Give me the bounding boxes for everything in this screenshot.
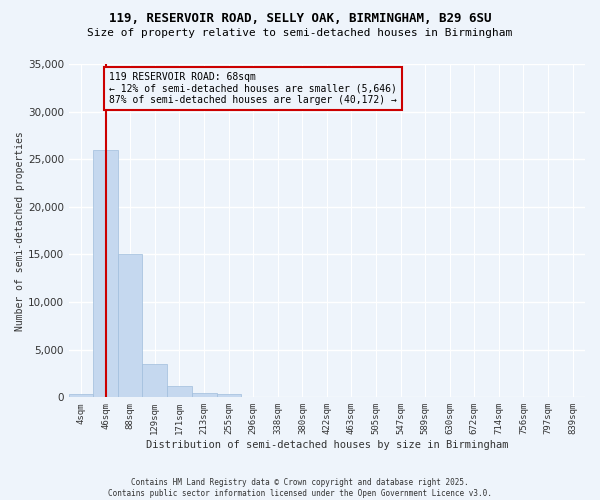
Bar	[167, 386, 192, 398]
Y-axis label: Number of semi-detached properties: Number of semi-detached properties	[15, 131, 25, 330]
Bar	[192, 392, 217, 398]
Text: Contains HM Land Registry data © Crown copyright and database right 2025.
Contai: Contains HM Land Registry data © Crown c…	[108, 478, 492, 498]
Bar	[118, 254, 142, 398]
Text: 119, RESERVOIR ROAD, SELLY OAK, BIRMINGHAM, B29 6SU: 119, RESERVOIR ROAD, SELLY OAK, BIRMINGH…	[109, 12, 491, 26]
Bar	[217, 394, 241, 398]
Bar	[142, 364, 167, 398]
Bar	[241, 396, 265, 398]
Bar	[94, 150, 118, 398]
X-axis label: Distribution of semi-detached houses by size in Birmingham: Distribution of semi-detached houses by …	[146, 440, 508, 450]
Bar	[69, 394, 94, 398]
Text: Size of property relative to semi-detached houses in Birmingham: Size of property relative to semi-detach…	[88, 28, 512, 38]
Text: 119 RESERVOIR ROAD: 68sqm
← 12% of semi-detached houses are smaller (5,646)
87% : 119 RESERVOIR ROAD: 68sqm ← 12% of semi-…	[109, 72, 397, 105]
